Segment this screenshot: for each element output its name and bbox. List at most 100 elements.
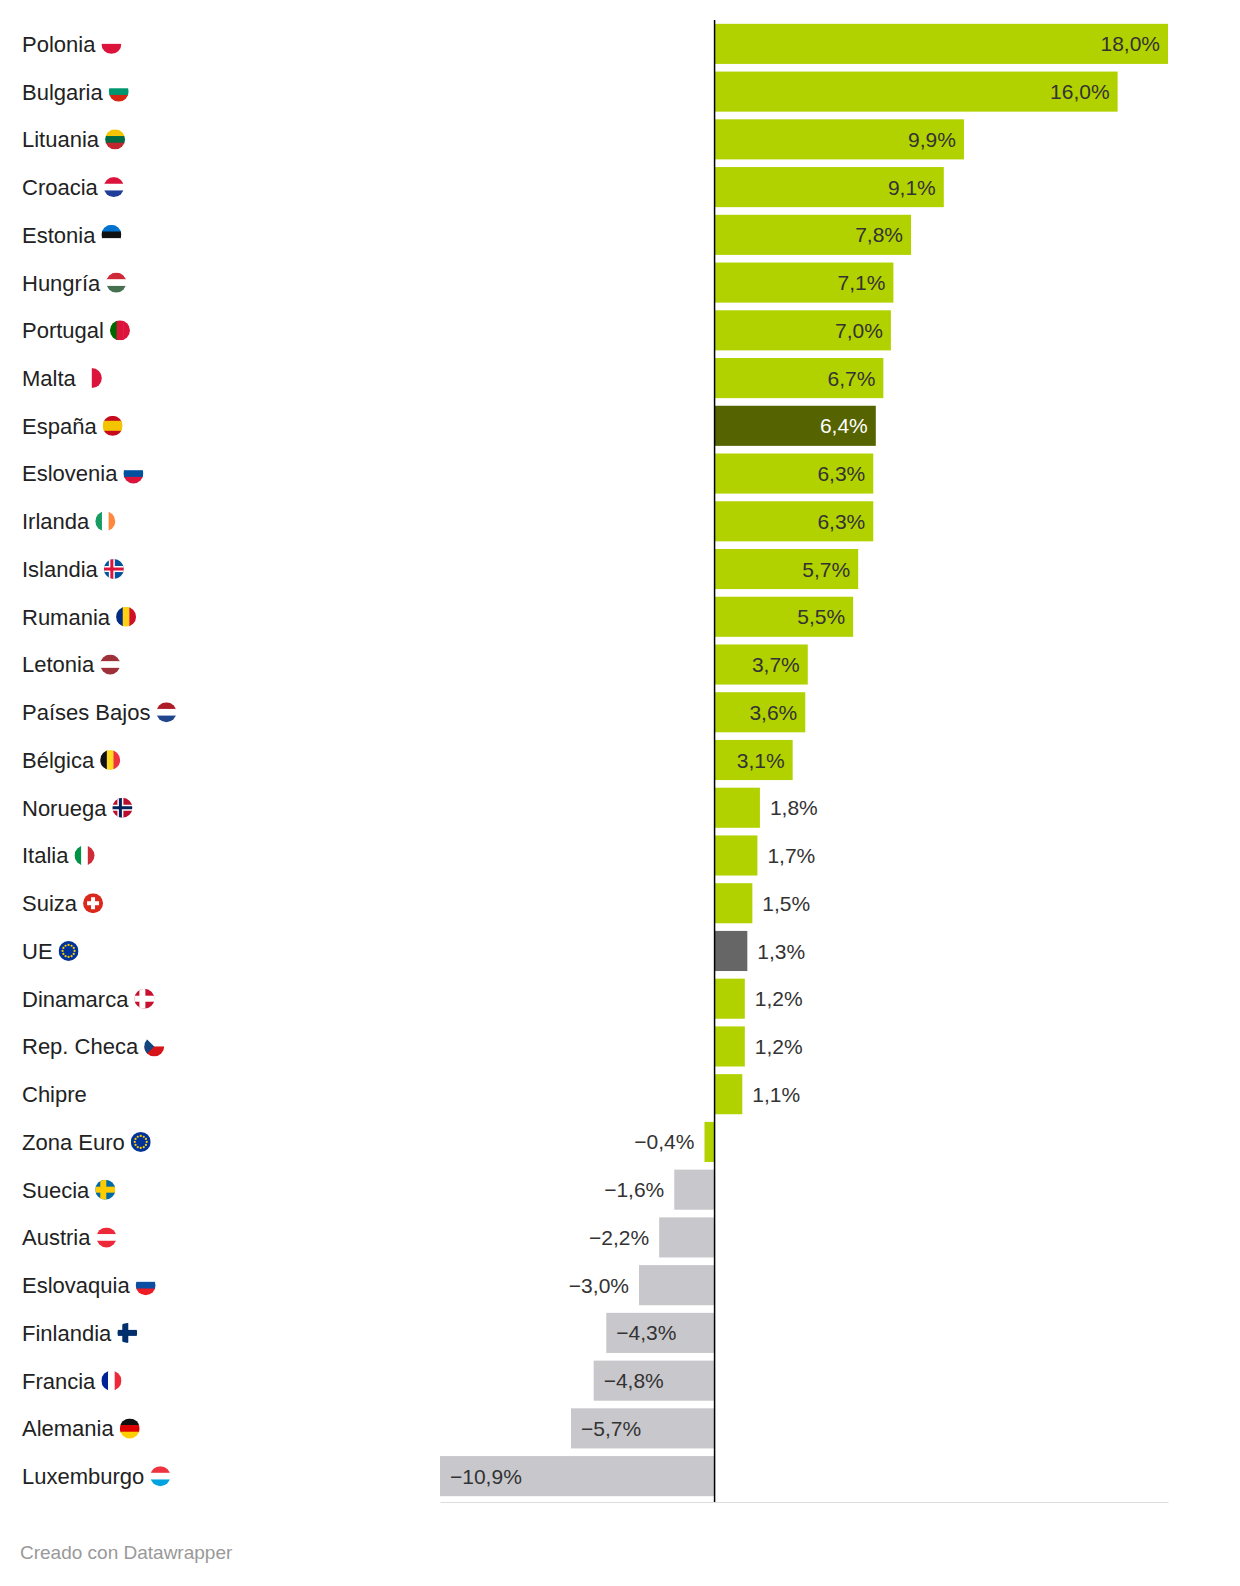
flag-part	[100, 661, 120, 668]
flag	[136, 1275, 156, 1296]
category-label: Bulgaria	[22, 80, 103, 105]
flag-part	[137, 1136, 139, 1138]
flag-part	[156, 716, 176, 723]
data-label: −5,7%	[581, 1417, 641, 1440]
flag-part	[112, 798, 132, 818]
flag	[104, 177, 124, 198]
flag-part	[73, 947, 75, 949]
category-label: Estonia	[22, 223, 96, 248]
flag-part	[137, 1146, 139, 1148]
flag-part	[156, 702, 176, 709]
category-label: Suecia	[22, 1178, 90, 1203]
category-label: Noruega	[22, 796, 107, 821]
flag	[101, 34, 121, 55]
bar	[715, 1074, 743, 1114]
flag	[100, 750, 121, 770]
data-label: 3,7%	[752, 653, 800, 676]
data-label: 3,1%	[737, 749, 785, 772]
data-label: 9,1%	[888, 176, 936, 199]
flag-part	[105, 129, 125, 136]
flag-part	[109, 88, 129, 95]
flag-part	[62, 947, 64, 949]
flag-part	[109, 82, 129, 89]
flag	[100, 655, 120, 676]
flag-part	[105, 136, 125, 143]
flag-part	[104, 190, 124, 197]
flag-part	[146, 1141, 148, 1143]
flag-part	[100, 668, 120, 675]
flag-part	[74, 845, 81, 865]
data-label: 18,0%	[1100, 32, 1160, 55]
flag-part	[101, 238, 121, 245]
flag-part	[61, 950, 63, 952]
flag-part	[123, 607, 130, 627]
flag-part	[150, 1466, 170, 1473]
bar	[715, 501, 874, 541]
flag	[83, 893, 103, 913]
data-label: 1,2%	[755, 1035, 803, 1058]
bar	[715, 453, 874, 493]
flag-part	[150, 1473, 170, 1480]
flag-part	[139, 989, 145, 1009]
data-label: 5,7%	[802, 558, 850, 581]
bar	[715, 215, 911, 255]
flag-part	[156, 709, 176, 716]
flag-part	[134, 989, 154, 1009]
flag-part	[109, 95, 129, 102]
category-label: Rumania	[22, 605, 111, 630]
flag-part	[93, 1084, 113, 1105]
data-label: −4,3%	[616, 1321, 676, 1344]
flag-part	[123, 470, 143, 477]
flag-part	[120, 1418, 140, 1425]
flag	[96, 1227, 116, 1248]
flag-part	[95, 511, 102, 531]
data-label: −1,6%	[604, 1178, 664, 1201]
caption: Creado con Datawrapper	[20, 1542, 233, 1563]
data-label: 6,4%	[820, 414, 868, 437]
bar	[715, 835, 758, 875]
flag-part	[134, 1141, 136, 1143]
bar	[715, 883, 753, 923]
data-label: 1,1%	[752, 1083, 800, 1106]
flag-part	[144, 1036, 154, 1056]
flag-part	[95, 1180, 115, 1200]
flag-part	[140, 1135, 142, 1137]
data-label: −3,0%	[569, 1274, 629, 1297]
flag-part	[109, 511, 116, 531]
category-label: Eslovenia	[22, 461, 118, 486]
data-label: 9,9%	[908, 128, 956, 151]
data-label: 1,2%	[755, 987, 803, 1010]
flag-part	[88, 845, 95, 865]
flag-part	[104, 559, 124, 579]
flag-part	[91, 897, 95, 909]
flag-part	[67, 956, 69, 958]
axis-line	[441, 1502, 1169, 1503]
flag-part	[117, 1323, 137, 1343]
flag-part	[129, 607, 136, 627]
flag-part	[150, 1479, 170, 1486]
flag	[109, 82, 129, 103]
data-label: −0,4%	[634, 1130, 694, 1153]
flag	[131, 1132, 151, 1152]
bar	[715, 549, 859, 589]
bar	[715, 740, 793, 780]
flag-part	[120, 1425, 140, 1432]
flag-part	[100, 1180, 106, 1200]
flag	[123, 464, 143, 484]
bar	[639, 1265, 715, 1305]
flag-part	[110, 559, 113, 579]
flag	[110, 320, 131, 340]
category-label: Luxemburgo	[22, 1464, 144, 1489]
flag-part	[62, 953, 64, 955]
bar	[715, 644, 808, 684]
flag-part	[96, 1227, 116, 1234]
flag-part	[145, 1144, 147, 1146]
category-label: Italia	[22, 843, 69, 868]
bar	[594, 1361, 715, 1401]
flag	[101, 225, 121, 246]
flag-part	[108, 1371, 115, 1391]
flag-part	[101, 44, 121, 55]
data-label: 6,3%	[817, 462, 865, 485]
flag-part	[106, 273, 126, 280]
category-label: Rep. Checa	[22, 1034, 139, 1059]
